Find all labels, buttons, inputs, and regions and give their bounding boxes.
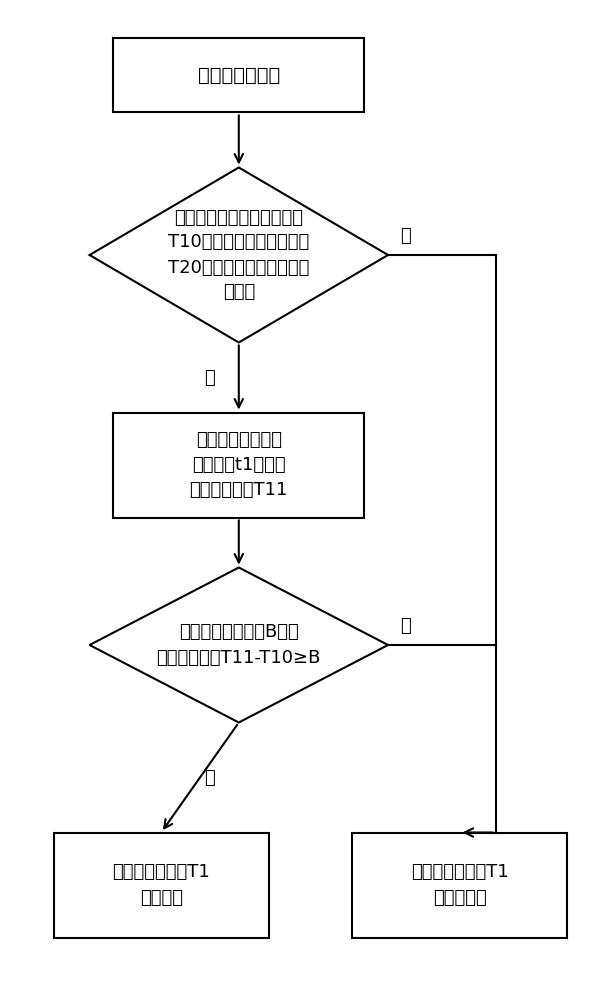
Text: 否: 否: [400, 617, 411, 635]
Text: 空调连续运行第一
额定时间t1，检测
室外环境温度T11: 空调连续运行第一 额定时间t1，检测 室外环境温度T11: [190, 431, 288, 499]
Polygon shape: [90, 167, 388, 342]
FancyBboxPatch shape: [113, 412, 364, 518]
Text: 以第二额定温度差B为基
准，是否满足T11-T10≥B: 以第二额定温度差B为基 准，是否满足T11-T10≥B: [156, 624, 321, 666]
Text: 对室外环境温度T1
不进行修正: 对室外环境温度T1 不进行修正: [411, 863, 509, 906]
Text: 制冷模式下开机: 制冷模式下开机: [198, 66, 280, 85]
Polygon shape: [90, 568, 388, 722]
Text: 对室外环境温度T1
进行修正: 对室外环境温度T1 进行修正: [112, 863, 210, 906]
Text: 是: 是: [204, 768, 215, 786]
Text: 是: 是: [204, 369, 215, 387]
Text: 否: 否: [400, 227, 411, 245]
FancyBboxPatch shape: [113, 37, 364, 112]
FancyBboxPatch shape: [352, 832, 567, 938]
Text: 检测开机时的室外环境温度
T10和冷凝器中部盘管温度
T20，判断是否满足修正开
启条件: 检测开机时的室外环境温度 T10和冷凝器中部盘管温度 T20，判断是否满足修正开…: [168, 209, 309, 302]
FancyBboxPatch shape: [54, 832, 269, 938]
